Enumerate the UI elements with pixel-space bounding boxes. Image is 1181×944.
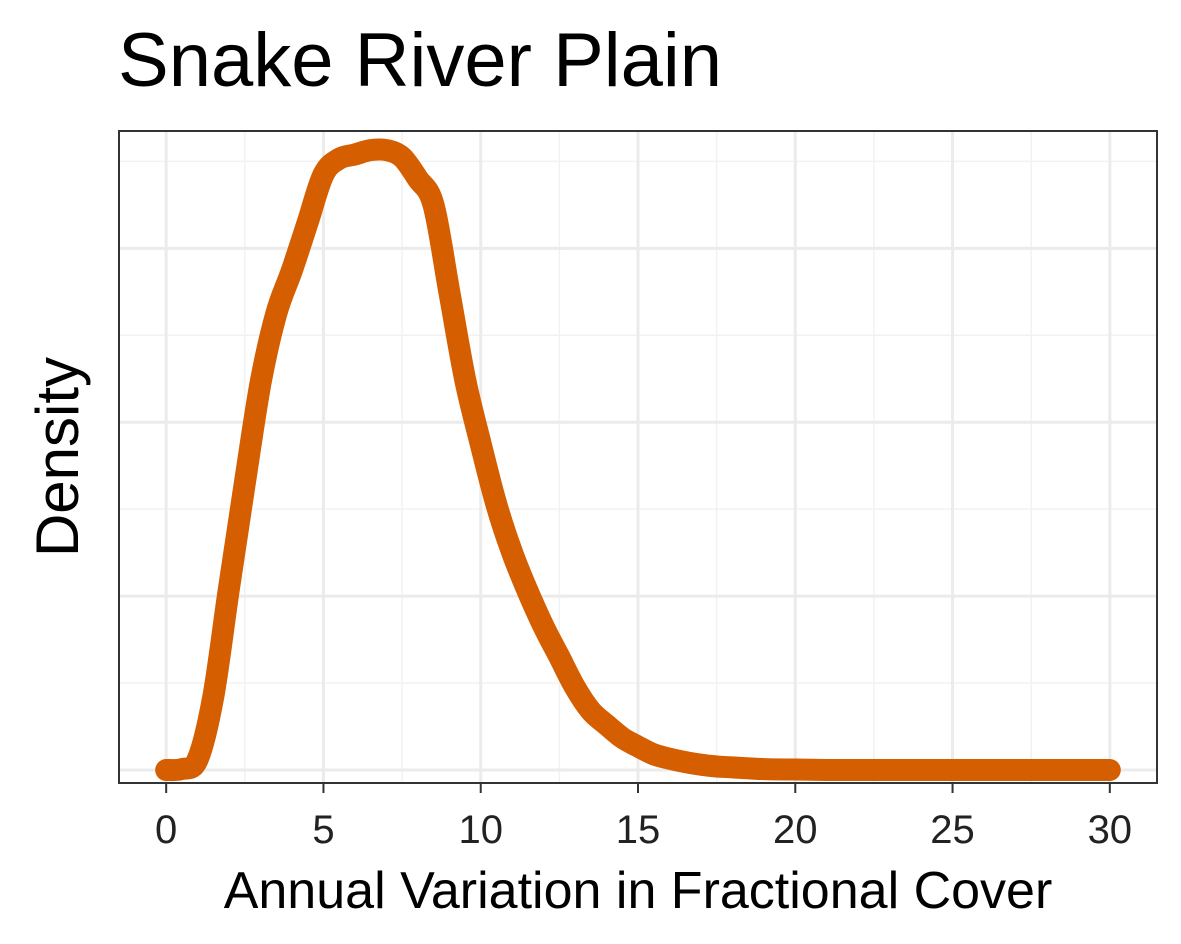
x-axis-tick-labels: 0 5 10 15 20 25 30	[155, 808, 1132, 852]
y-axis-title: Density	[24, 357, 91, 557]
x-tick-label: 15	[616, 808, 661, 852]
x-tick-label: 10	[458, 808, 503, 852]
x-tick-label: 30	[1088, 808, 1133, 852]
x-axis-ticks	[165, 783, 1111, 793]
x-tick-label: 20	[773, 808, 818, 852]
chart-title: Snake River Plain	[118, 18, 722, 103]
x-tick-label: 5	[312, 808, 334, 852]
x-axis-title: Annual Variation in Fractional Cover	[224, 862, 1053, 920]
x-tick-label: 0	[155, 808, 177, 852]
x-tick-label: 25	[930, 808, 975, 852]
density-curve	[155, 138, 1121, 782]
